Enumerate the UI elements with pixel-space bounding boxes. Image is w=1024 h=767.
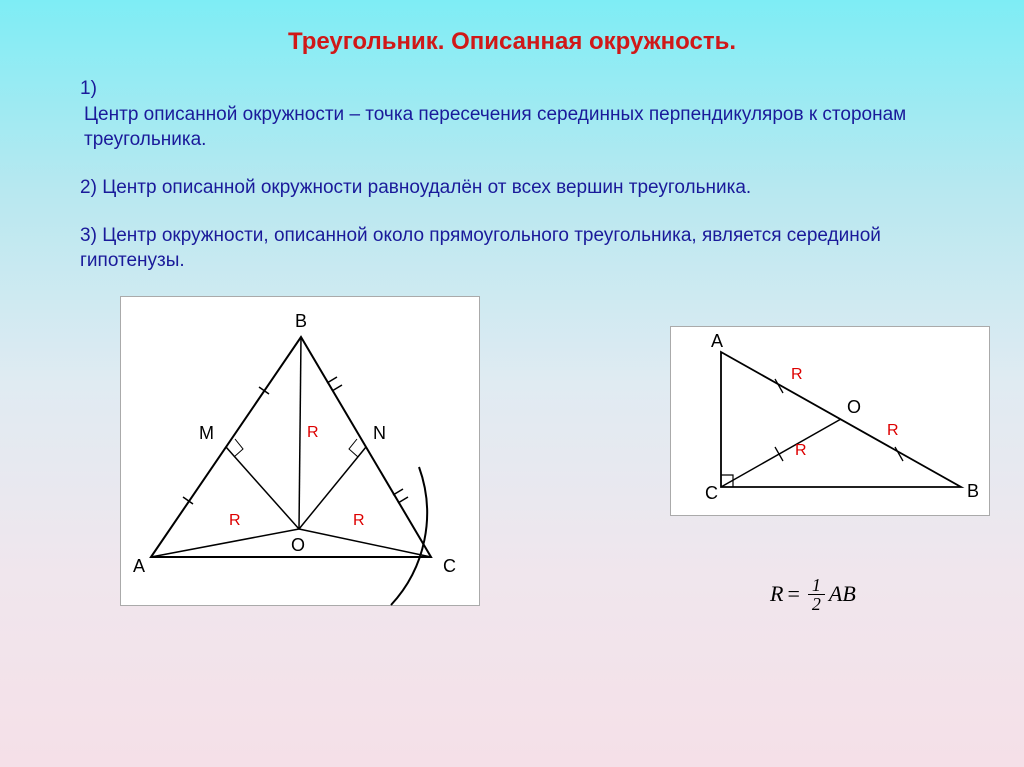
formula-lhs: R <box>770 581 783 607</box>
label-R-top: R <box>307 424 319 441</box>
page-title: Треугольник. Описанная окружность. <box>0 0 1024 56</box>
label-N: N <box>373 423 386 443</box>
figure-triangle-circumcenter: A B C O M N R R R <box>120 296 480 606</box>
label2-O: O <box>847 397 861 417</box>
label2-C: C <box>705 483 718 503</box>
label-M: M <box>199 423 214 443</box>
point-1: 1) Центр описанной окружности – точка пе… <box>80 76 944 153</box>
point-3-num: 3) <box>80 225 97 246</box>
point-1-num: 1) <box>80 78 97 99</box>
label2-B: B <box>967 481 979 501</box>
point-1-text: Центр описанной окружности – точка перес… <box>80 102 944 153</box>
formula-circumradius: R = 1 2 AB <box>770 576 856 613</box>
point-2: 2) Центр описанной окружности равноудалё… <box>80 175 944 201</box>
formula-den: 2 <box>808 595 825 613</box>
formula-fraction: 1 2 <box>808 576 825 613</box>
figure-1-svg: A B C O M N R R R <box>121 297 481 607</box>
label2-R3: R <box>795 442 807 459</box>
label2-R1: R <box>791 366 803 383</box>
point-3-text: Центр окружности, описанной около прямоу… <box>80 225 881 272</box>
content-area: 1) Центр описанной окружности – точка пе… <box>0 56 1024 274</box>
label-C: C <box>443 556 456 576</box>
formula-rhs: AB <box>829 581 856 607</box>
figure-2-svg: A B C O R R R <box>671 327 991 517</box>
label-A: A <box>133 556 145 576</box>
label2-A: A <box>711 331 723 351</box>
formula-num: 1 <box>808 576 825 595</box>
point-2-num: 2) <box>80 177 97 198</box>
point-3: 3) Центр окружности, описанной около пря… <box>80 223 944 274</box>
label-R-right: R <box>353 512 365 529</box>
formula-eq: = <box>787 581 799 607</box>
label-R-left: R <box>229 512 241 529</box>
point-2-text: Центр описанной окружности равноудалён о… <box>102 177 751 198</box>
figure-right-triangle: A B C O R R R <box>670 326 990 516</box>
label-O: O <box>291 535 305 555</box>
label2-R2: R <box>887 422 899 439</box>
label-B: B <box>295 311 307 331</box>
